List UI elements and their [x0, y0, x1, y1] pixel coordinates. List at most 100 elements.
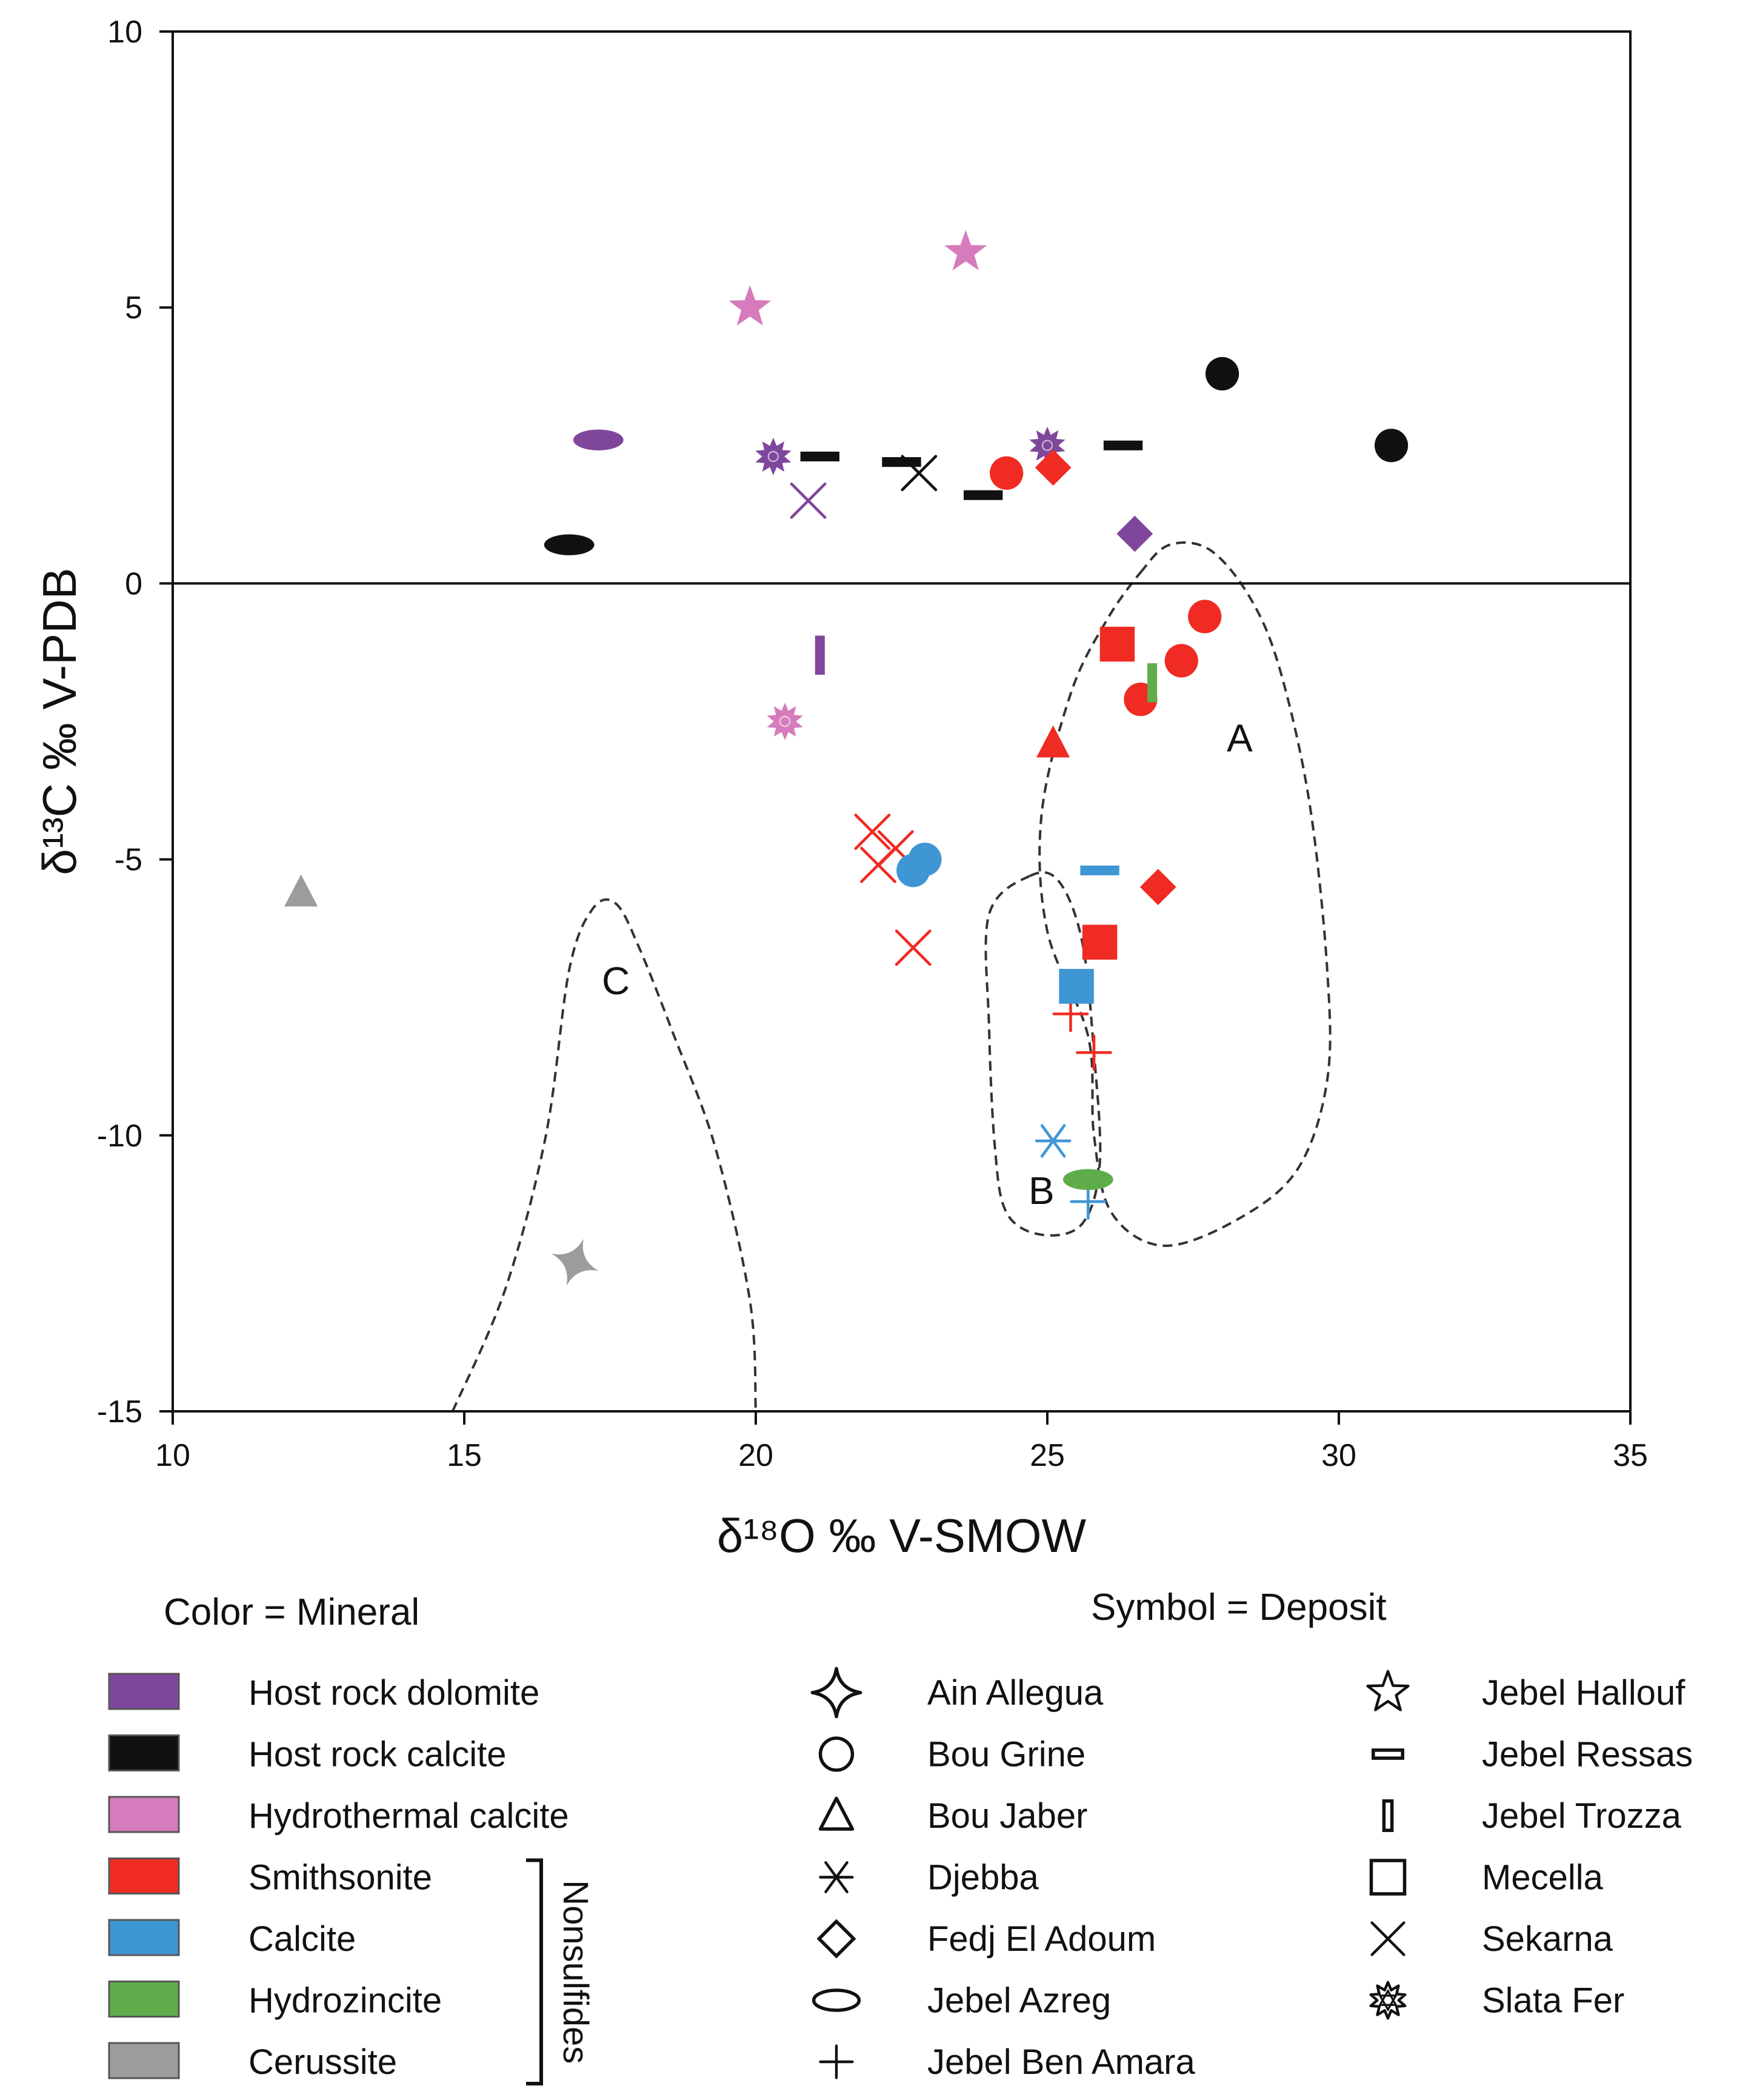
legend-color-label: Hydrothermal calcite: [248, 1796, 569, 1836]
nonsulfides-label: Nonsulfides: [556, 1880, 595, 2064]
x-tick-label: 10: [155, 1438, 190, 1473]
legend-swatch: [108, 1981, 180, 2018]
data-point: [1147, 663, 1158, 703]
y-tick-label: 5: [125, 290, 142, 326]
legend-deposit-label: Ain Allegua: [927, 1673, 1104, 1713]
legend-area: Color = Mineral Symbol = Deposit Host rock…: [108, 1587, 1693, 2085]
y-axis-label: δ¹³C ‰ V-PDB: [33, 567, 86, 875]
legend-symbol-vbar: [1382, 1799, 1394, 1832]
legend-symbol-asterisk: [819, 1861, 854, 1893]
y-tick-label: -15: [97, 1394, 142, 1430]
data-point: [790, 482, 827, 519]
legend-symbol-sparkle: [810, 1667, 862, 1719]
legend-symbol-ellipse: [812, 1988, 861, 2012]
legend-symbol-starburst: [1369, 1981, 1407, 2020]
legend-color-label: Hydrozincite: [248, 1981, 442, 2021]
data-point: [854, 814, 891, 850]
legend-symbol-circle: [818, 1736, 855, 1772]
data-point: [895, 929, 932, 966]
legend-symbol-star: [1366, 1670, 1410, 1711]
data-point: [1103, 440, 1143, 450]
field-outline-a: [1038, 541, 1332, 1247]
data-point: [1036, 725, 1070, 758]
legend-color-label: Host rock calcite: [248, 1735, 506, 1774]
data-point: [882, 457, 921, 467]
legend-deposit-label: Bou Jaber: [927, 1796, 1087, 1836]
data-point: [729, 285, 772, 326]
legend-deposit-label: Jebel Ressas: [1482, 1735, 1693, 1774]
nonsulfides-bracket: [526, 1858, 543, 2085]
field-outline-c: [451, 898, 757, 1412]
data-point: [1035, 449, 1072, 486]
legend-deposit-label: Slata Fer: [1482, 1981, 1624, 2021]
field-label-b: B: [1029, 1169, 1055, 1212]
legend-color-label: Host rock dolomite: [248, 1673, 539, 1713]
legend-symbol-plus: [819, 2044, 854, 2079]
data-point: [1076, 1034, 1112, 1071]
data-point: [1080, 865, 1119, 875]
legend-swatch: [108, 1858, 180, 1894]
data-point: [755, 437, 792, 476]
legend-swatch: [108, 1734, 180, 1771]
legend-deposit-label: Jebel Hallouf: [1482, 1673, 1686, 1713]
legend-color-title: Color = Mineral: [164, 1591, 419, 1633]
legend-symbol-diamond: [816, 1919, 856, 1959]
legend-swatch: [108, 1673, 180, 1710]
data-point: [1139, 869, 1176, 906]
data-point: [1099, 626, 1135, 662]
data-point: [990, 456, 1024, 490]
data-point: [551, 1239, 599, 1286]
legend-swatch: [108, 1919, 180, 1956]
data-point: [1059, 969, 1094, 1004]
data-point: [901, 455, 938, 492]
data-point: [1116, 515, 1153, 552]
data-point: [544, 534, 595, 555]
data-point: [944, 230, 987, 270]
data-point: [800, 451, 840, 462]
data-point: [1164, 644, 1198, 678]
legend-color-label: Cerussite: [248, 2042, 397, 2082]
legend-symbol-cross: [1370, 1921, 1406, 1956]
legend-deposit-label: Mecella: [1482, 1858, 1604, 1898]
legend-deposit-label: Fedj El Adoum: [927, 1919, 1156, 1959]
x-tick-label: 35: [1613, 1438, 1648, 1473]
plot-frame: [172, 30, 1632, 1413]
legend-swatch: [108, 2042, 180, 2079]
field-label-a: A: [1227, 716, 1253, 760]
legend-symbol-triangle: [818, 1796, 855, 1831]
data-point: [815, 635, 825, 675]
legend-color-label: Calcite: [248, 1919, 356, 1959]
data-point: [1035, 1124, 1072, 1158]
data-point: [1374, 429, 1409, 463]
legend-deposit-label: Sekarna: [1482, 1919, 1613, 1959]
y-tick-label: 10: [107, 15, 142, 50]
legend-symbol-hbar: [1372, 1748, 1404, 1760]
x-tick-label: 20: [738, 1438, 773, 1473]
data-point: [896, 854, 930, 888]
data-point: [573, 429, 624, 450]
data-point: [1082, 925, 1118, 960]
data-point: [1205, 356, 1239, 391]
legend-deposit-label: Bou Grine: [927, 1735, 1085, 1774]
legend-swatch: [108, 1796, 180, 1833]
legend-deposit-label: Jebel Azreg: [927, 1981, 1111, 2021]
x-tick-label: 25: [1030, 1438, 1065, 1473]
x-axis-label: δ¹⁸O ‰ V-SMOW: [717, 1509, 1087, 1562]
y-tick-label: 0: [125, 566, 142, 601]
legend-deposit-label: Djebba: [927, 1858, 1039, 1898]
legend-symbol-title: Symbol = Deposit: [1091, 1587, 1387, 1628]
data-point: [1070, 1183, 1107, 1220]
data-point: [860, 846, 896, 883]
plot-area: 10 15 20 25 30 35 -15 -10 -5 0 5 10 δ¹⁸O ‰ V-SMOW δ¹³…: [33, 15, 1648, 1562]
data-point: [1188, 600, 1222, 634]
legend-deposit-label: Jebel Trozza: [1482, 1796, 1682, 1836]
y-tick-label: -5: [115, 843, 142, 878]
legend-deposit-label: Jebel Ben Amara: [927, 2042, 1195, 2082]
x-tick-label: 30: [1321, 1438, 1356, 1473]
y-tick-label: -10: [97, 1119, 142, 1154]
data-point: [1062, 1169, 1113, 1190]
data-point: [767, 702, 803, 741]
data-point: [284, 874, 318, 907]
data-point: [963, 490, 1003, 500]
